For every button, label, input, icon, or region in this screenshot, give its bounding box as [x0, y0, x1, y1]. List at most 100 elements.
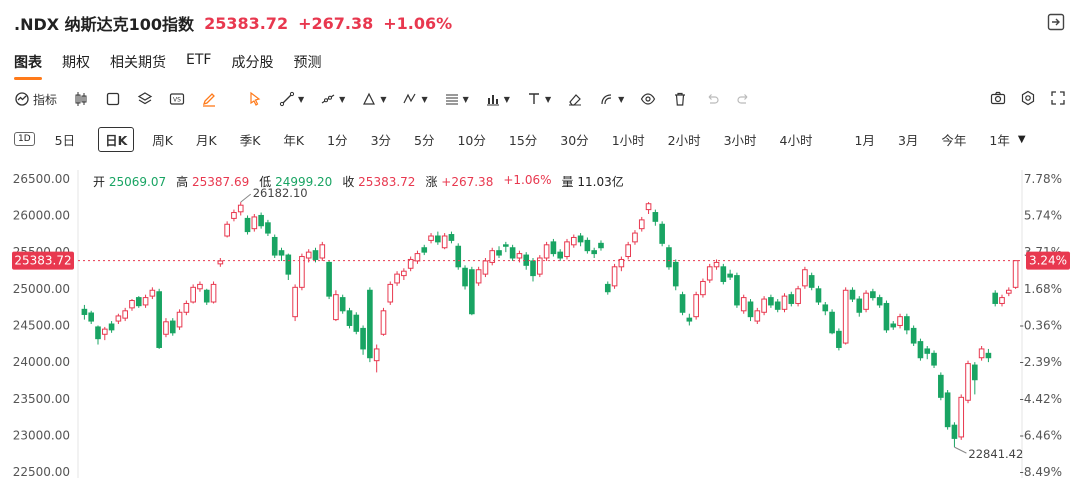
candle-body — [244, 217, 251, 233]
tab-etf[interactable]: ETF — [186, 52, 212, 68]
caret-down-icon: ▼ — [339, 94, 346, 104]
pen-button[interactable] — [201, 91, 217, 107]
candle-body — [564, 241, 570, 258]
undo-button[interactable] — [704, 91, 720, 107]
layers-button[interactable] — [137, 91, 153, 107]
period-15min[interactable]: 15分 — [508, 132, 538, 148]
tab-forecast[interactable]: 预测 — [293, 55, 322, 71]
candle-body — [645, 203, 652, 211]
eraser-tool[interactable] — [567, 91, 583, 107]
redo-button[interactable] — [736, 91, 752, 107]
magnet-tool[interactable]: ▼ — [599, 91, 624, 107]
period-quarterly[interactable]: 季K — [239, 132, 261, 148]
delete-drawings-button[interactable] — [672, 91, 688, 107]
period-1y[interactable]: 1年 — [989, 132, 1010, 148]
low-label: 低 — [259, 175, 272, 189]
candle-body — [88, 312, 95, 322]
tab-chart[interactable]: 图表 — [14, 52, 42, 80]
period-5min[interactable]: 5分 — [414, 132, 435, 148]
low-stat: 低 24999.20 — [259, 173, 332, 190]
candle-body — [271, 236, 278, 256]
exit-icon[interactable] — [1046, 12, 1066, 32]
volume-value: 11.03亿 — [577, 175, 624, 189]
candle-body — [319, 244, 326, 259]
period-3h[interactable]: 3小时 — [723, 132, 757, 148]
triangle-icon — [363, 92, 376, 105]
pct-tick-label: -4.42% — [1020, 392, 1062, 406]
settings-button[interactable] — [1020, 90, 1036, 109]
magnet-icon — [601, 94, 612, 105]
compare-button[interactable]: VS — [169, 91, 185, 107]
y-tick-label: 23500.00 — [13, 392, 70, 406]
period-30min[interactable]: 30分 — [560, 132, 589, 148]
high-stat: 高 25387.69 — [176, 173, 249, 190]
candle-body — [217, 260, 224, 265]
period-10min[interactable]: 10分 — [457, 132, 486, 148]
candle-type-button[interactable] — [73, 91, 89, 107]
candle-body — [339, 297, 346, 312]
candle-body — [938, 374, 944, 398]
period-5d[interactable]: 5日 — [54, 132, 76, 148]
measure-tool[interactable]: ▼ — [485, 91, 510, 107]
period-1h[interactable]: 1小时 — [611, 132, 645, 148]
period-weekly[interactable]: 周K — [152, 132, 173, 148]
drawing-toolbar: 指标 VS ▼ ▼ ▼ ▼ ▼ ▼ ▼ ▼ — [14, 88, 1066, 110]
period-daily[interactable]: 日K — [98, 126, 135, 152]
period-2h[interactable]: 2小时 — [667, 132, 701, 148]
candle-body — [326, 261, 332, 297]
channel-tool[interactable]: ▼ — [320, 91, 345, 107]
square-icon — [106, 92, 120, 106]
screenshot-button[interactable] — [990, 90, 1006, 109]
period-4h[interactable]: 4小时 — [779, 132, 813, 148]
fullscreen-icon — [1051, 90, 1065, 105]
candle-body — [448, 234, 455, 241]
candle-body — [842, 289, 849, 344]
frame-button[interactable] — [105, 91, 121, 107]
period-1m[interactable]: 1月 — [854, 132, 875, 148]
candle-body — [169, 320, 176, 334]
visibility-toggle[interactable] — [640, 91, 656, 107]
open-value: 25069.07 — [108, 175, 167, 189]
layers-icon — [137, 92, 153, 105]
candle-body — [944, 392, 951, 428]
candle-body — [774, 301, 781, 310]
candle-body — [802, 269, 808, 287]
period-ytd[interactable]: 今年 — [941, 132, 967, 148]
candle-body — [258, 214, 264, 227]
tab-options[interactable]: 期权 — [62, 55, 90, 71]
period-1d-toggle[interactable]: 1D — [14, 132, 35, 146]
line-tool[interactable]: ▼ — [279, 91, 304, 107]
candle-body — [367, 289, 373, 359]
cursor-tool[interactable] — [247, 91, 263, 107]
shape-tool[interactable]: ▼ — [361, 91, 386, 107]
candle-body — [856, 298, 863, 313]
pattern-tool[interactable]: ▼ — [402, 91, 428, 107]
tab-futures[interactable]: 相关期货 — [110, 55, 166, 71]
text-tool[interactable]: ▼ — [526, 91, 551, 107]
period-3m[interactable]: 3月 — [897, 132, 919, 148]
main-tabs: 图表 期权 相关期货 ETF 成分股 预测 — [14, 52, 321, 80]
candle-body — [931, 352, 937, 366]
candle-body — [380, 310, 387, 335]
candle-body — [455, 245, 462, 268]
period-yearly[interactable]: 年K — [283, 132, 305, 148]
trend-line-icon — [279, 91, 295, 107]
fib-tool[interactable]: ▼ — [444, 91, 469, 107]
candle-body — [394, 273, 400, 284]
candle-body — [985, 352, 992, 359]
candle-body — [237, 204, 244, 213]
period-dropdown-icon[interactable]: ▼ — [1017, 133, 1026, 145]
high-label: 高 — [176, 175, 189, 189]
text-icon — [528, 93, 539, 104]
pct-tick-label: 7.78% — [1024, 172, 1062, 186]
caret-down-icon: ▼ — [462, 94, 469, 104]
indicator-button[interactable]: 指标 — [14, 91, 57, 108]
candle-body — [781, 295, 788, 310]
candle-body — [659, 223, 665, 244]
period-3min[interactable]: 3分 — [370, 132, 392, 148]
period-monthly[interactable]: 月K — [196, 132, 217, 148]
tab-constituents[interactable]: 成分股 — [231, 55, 274, 71]
period-1min[interactable]: 1分 — [327, 132, 348, 148]
fullscreen-button[interactable] — [1050, 90, 1066, 109]
